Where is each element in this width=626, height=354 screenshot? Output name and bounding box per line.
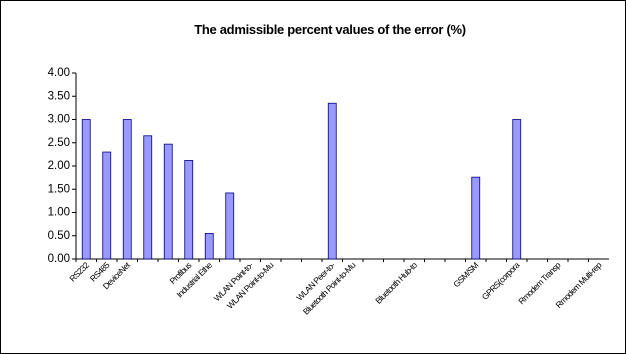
bar [471,176,481,260]
y-tick-label: 0.50 [48,230,70,242]
bar [81,119,91,260]
bar [143,135,153,260]
bar [204,233,214,260]
bar [163,143,173,260]
bar [225,192,235,260]
y-tick-label: 3.00 [48,114,70,126]
y-tick-label: 2.50 [48,137,70,149]
chart-title: The admissible percent values of the err… [194,22,466,37]
bar [102,151,112,260]
y-tick-label: 0.00 [48,253,70,265]
bar [327,102,337,260]
y-tick-label: 2.00 [48,160,70,172]
bar [122,119,132,260]
bar [512,119,522,260]
y-tick-label: 4.00 [48,67,70,79]
bar [184,160,194,260]
y-tick-label: 3.50 [48,90,70,102]
y-tick-label: 1.50 [48,183,70,195]
y-tick-label: 1.00 [48,207,70,219]
